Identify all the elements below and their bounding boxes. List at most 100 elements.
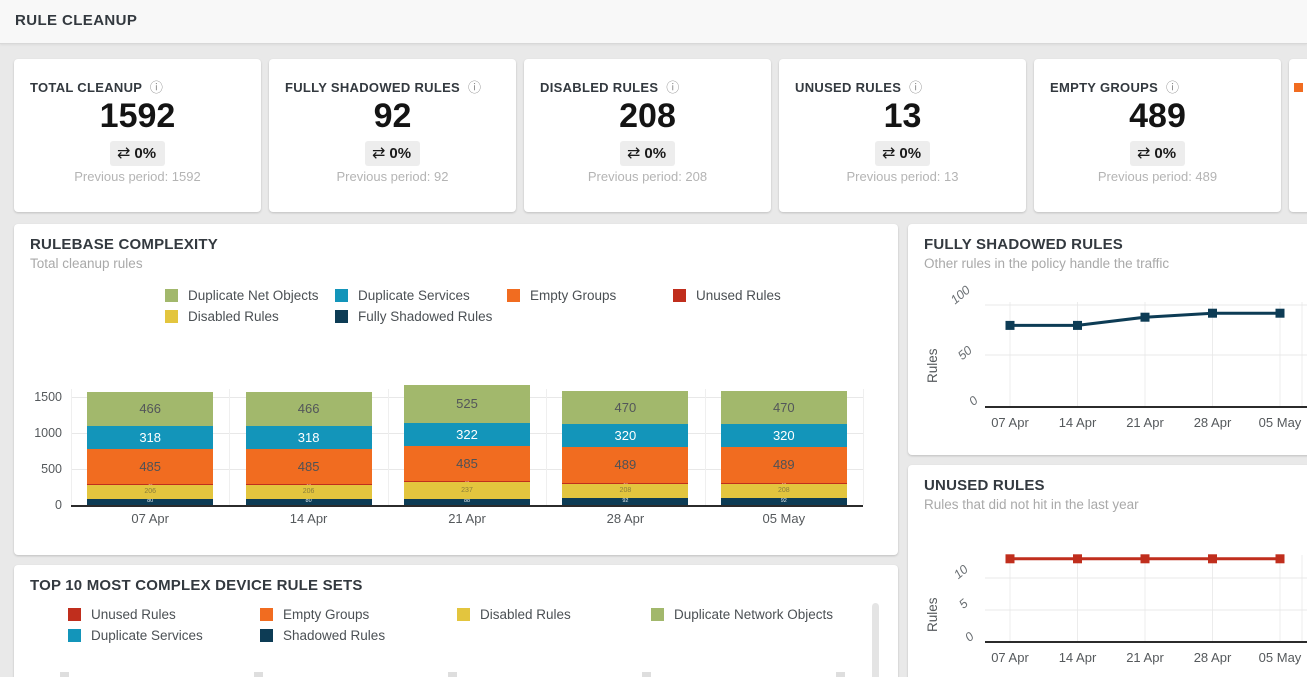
change-badge: ⇄ 0% <box>109 141 166 166</box>
bar-segment-duplicate-services[interactable]: 322 <box>404 422 530 446</box>
bar-segment-duplicate-net-objects[interactable]: 466 <box>87 392 214 426</box>
bar-segment-disabled-rules[interactable]: 208 <box>562 483 689 499</box>
data-point-marker[interactable] <box>1208 554 1217 564</box>
bar-segment-unused-rules[interactable]: 13 <box>404 479 530 483</box>
rulebase-legend: Duplicate Net Objects Duplicate Services E… <box>165 288 781 324</box>
bar-segment-empty-groups[interactable]: 489 <box>562 447 689 483</box>
bar-segment-fully-shadowed-rules[interactable]: 80 <box>87 499 214 505</box>
kpi-card-partial[interactable] <box>1289 59 1307 212</box>
info-icon[interactable]: ⓘ <box>1166 80 1180 95</box>
data-point-marker[interactable] <box>1208 308 1217 318</box>
kpi-card-disabled-rules[interactable]: DISABLED RULES ⓘ 208 ⇄ 0% Previous period: 2… <box>524 59 771 212</box>
stacked-bar-14-apr[interactable]: 80 206 13 485 318 466 <box>245 392 372 505</box>
kpi-previous-period: Previous period: 1592 <box>74 169 201 184</box>
bar-segment-empty-groups[interactable]: 485 <box>245 448 372 484</box>
kpi-title: TOTAL CLEANUP ⓘ <box>30 80 164 95</box>
bar-segment-duplicate-net-objects[interactable]: 470 <box>720 390 847 425</box>
bar-segment-disabled-rules[interactable]: 237 <box>404 481 530 499</box>
bar-segment-empty-groups[interactable]: 485 <box>404 445 530 481</box>
top10-legend: Unused Rules Empty Groups Disabled Rules Du… <box>68 607 833 643</box>
bars-area: 80 206 13 485 318 466 80 206 13 485 318 466 88 237 13 4… <box>71 375 863 505</box>
bar-value-label: 489 <box>772 457 795 473</box>
bar-segment-unused-rules[interactable]: 13 <box>720 480 847 484</box>
data-point-marker[interactable] <box>1005 320 1015 330</box>
bar-segment-unused-rules[interactable]: 13 <box>87 481 214 485</box>
bar-value-label: 318 <box>297 429 320 445</box>
bar-segment-unused-rules[interactable]: 13 <box>245 481 372 485</box>
bar-segment-duplicate-services[interactable]: 320 <box>562 424 689 448</box>
info-icon[interactable]: ⓘ <box>666 80 680 95</box>
fully-shadowed-rules-panel: FULLY SHADOWED RULES Other rules in the … <box>908 224 1307 455</box>
data-point-marker[interactable] <box>1275 554 1285 564</box>
legend-item-unused-rules[interactable]: Unused Rules <box>673 288 781 303</box>
bar-segment-empty-groups[interactable]: 489 <box>720 447 847 483</box>
gridline <box>229 389 231 505</box>
bar-segment-fully-shadowed-rules[interactable]: 92 <box>562 498 689 505</box>
legend-swatch <box>165 310 178 323</box>
data-point-marker[interactable] <box>1005 554 1015 564</box>
legend-item-empty-groups[interactable]: Empty Groups <box>507 288 673 303</box>
legend-swatch <box>651 608 664 621</box>
data-point-marker[interactable] <box>1140 554 1150 564</box>
panel-title: UNUSED RULES <box>924 477 1045 494</box>
swap-arrows-icon: ⇄ <box>371 145 386 162</box>
stacked-bar-07-apr[interactable]: 80 206 13 485 318 466 <box>87 392 214 505</box>
stacked-bar-05-may[interactable]: 92 208 13 489 320 470 <box>720 390 847 505</box>
legend-swatch <box>507 289 520 302</box>
kpi-card-fully-shadowed-rules[interactable]: FULLY SHADOWED RULES ⓘ 92 ⇄ 0% Previous peri… <box>269 59 516 212</box>
panel-title: FULLY SHADOWED RULES <box>924 236 1124 253</box>
legend-item-duplicate-services[interactable]: Duplicate Services <box>335 288 507 303</box>
legend-item-duplicate-network-objects[interactable]: Duplicate Network Objects <box>651 607 833 622</box>
bar-segment-fully-shadowed-rules[interactable]: 92 <box>720 498 847 505</box>
legend-item-fully-shadowed-rules[interactable]: Fully Shadowed Rules <box>335 309 507 324</box>
kpi-value: 1592 <box>99 97 176 135</box>
stacked-bar-21-apr[interactable]: 88 237 13 485 322 525 <box>404 384 530 505</box>
bar-segment-disabled-rules[interactable]: 206 <box>87 484 214 500</box>
legend-item-empty-groups[interactable]: Empty Groups <box>260 607 457 622</box>
panel-scrollbar[interactable] <box>872 603 879 677</box>
bar-segment-duplicate-services[interactable]: 320 <box>720 424 847 448</box>
bar-segment-duplicate-services[interactable]: 318 <box>245 425 372 449</box>
legend-item-duplicate-net-objects[interactable]: Duplicate Net Objects <box>165 288 335 303</box>
bar-segment-duplicate-services[interactable]: 318 <box>87 425 214 449</box>
kpi-card-empty-groups[interactable]: EMPTY GROUPS ⓘ 489 ⇄ 0% Previous period: 489 <box>1034 59 1281 212</box>
bar-value-label: 466 <box>139 401 162 417</box>
info-icon[interactable]: ⓘ <box>909 80 923 95</box>
legend-label: Duplicate Services <box>91 628 203 643</box>
change-badge: ⇄ 0% <box>364 141 421 166</box>
kpi-previous-period: Previous period: 13 <box>846 169 959 184</box>
bar-segment-duplicate-net-objects[interactable]: 470 <box>562 390 689 425</box>
legend-swatch <box>68 629 81 642</box>
bar-segment-disabled-rules[interactable]: 206 <box>245 484 372 500</box>
x-axis-tick: 14 Apr <box>289 511 328 526</box>
bar-segment-disabled-rules[interactable]: 208 <box>720 483 847 499</box>
data-point-marker[interactable] <box>1073 554 1082 564</box>
x-axis-tick: 14 Apr <box>1058 415 1097 430</box>
bar-segment-fully-shadowed-rules[interactable]: 80 <box>245 499 372 505</box>
data-point-marker[interactable] <box>1140 312 1150 322</box>
bar-segment-unused-rules[interactable]: 13 <box>562 480 689 484</box>
bar-value-label: 485 <box>456 455 478 471</box>
bar-segment-empty-groups[interactable]: 485 <box>87 448 214 484</box>
stacked-bar-28-apr[interactable]: 92 208 13 489 320 470 <box>562 390 689 505</box>
info-icon[interactable]: ⓘ <box>149 80 164 95</box>
bar-value-label: 470 <box>614 399 637 415</box>
info-icon[interactable]: ⓘ <box>467 80 482 95</box>
bar-segment-duplicate-net-objects[interactable]: 525 <box>404 384 530 423</box>
kpi-previous-period: Previous period: 208 <box>587 169 708 184</box>
bar-value-label: 466 <box>297 401 320 417</box>
data-point-marker[interactable] <box>1275 308 1285 318</box>
legend-item-shadowed-rules[interactable]: Shadowed Rules <box>260 628 457 643</box>
legend-item-unused-rules[interactable]: Unused Rules <box>68 607 260 622</box>
legend-item-disabled-rules[interactable]: Disabled Rules <box>165 309 335 324</box>
x-axis-tick: 28 Apr <box>1193 415 1232 430</box>
panel-title: RULEBASE COMPLEXITY <box>30 236 218 253</box>
data-point-marker[interactable] <box>1073 320 1082 330</box>
legend-item-duplicate-services[interactable]: Duplicate Services <box>68 628 260 643</box>
legend-item-disabled-rules[interactable]: Disabled Rules <box>457 607 651 622</box>
kpi-card-total-cleanup[interactable]: TOTAL CLEANUP ⓘ 1592 ⇄ 0% Previous period: 1… <box>14 59 261 212</box>
bar-segment-duplicate-net-objects[interactable]: 466 <box>245 392 372 426</box>
bar-segment-fully-shadowed-rules[interactable]: 88 <box>404 499 530 505</box>
panel-title: TOP 10 MOST COMPLEX DEVICE RULE SETS <box>30 577 363 594</box>
kpi-card-unused-rules[interactable]: UNUSED RULES ⓘ 13 ⇄ 0% Previous period: 13 <box>779 59 1026 212</box>
